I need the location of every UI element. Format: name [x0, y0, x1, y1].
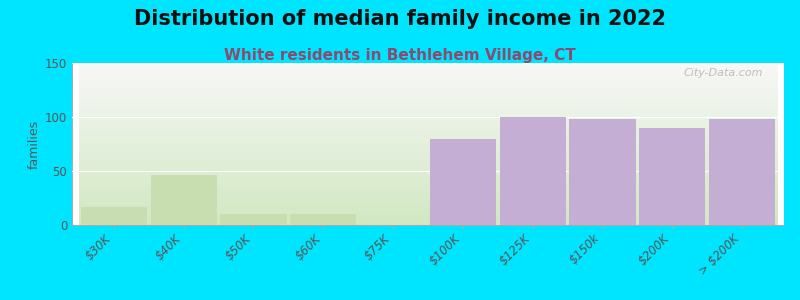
Bar — [570, 119, 636, 225]
Bar — [499, 117, 566, 225]
Bar — [639, 128, 706, 225]
Bar — [81, 207, 147, 225]
Text: City-Data.com: City-Data.com — [683, 68, 762, 78]
Bar — [430, 139, 496, 225]
Bar — [220, 214, 286, 225]
Y-axis label: families: families — [28, 119, 41, 169]
Text: Distribution of median family income in 2022: Distribution of median family income in … — [134, 9, 666, 29]
Text: White residents in Bethlehem Village, CT: White residents in Bethlehem Village, CT — [224, 48, 576, 63]
Bar — [150, 175, 217, 225]
Bar — [709, 119, 775, 225]
Bar — [290, 214, 357, 225]
